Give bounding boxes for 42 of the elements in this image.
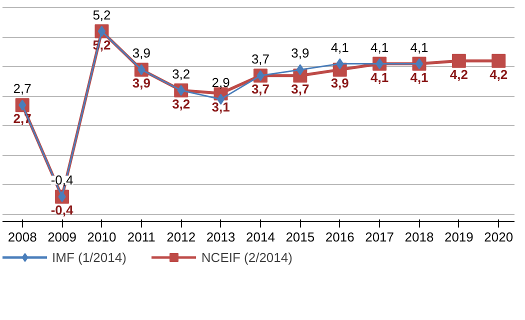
- point: [452, 54, 466, 68]
- x-tick-label: 2020: [484, 230, 514, 244]
- data-label: 4,1: [370, 70, 389, 85]
- x-tick-label: 2011: [127, 230, 156, 244]
- data-label: -0,4: [50, 172, 74, 188]
- legend-label: NCEIF (2/2014): [201, 250, 292, 264]
- data-label: 2,9: [212, 75, 230, 90]
- x-tick-label: 2014: [246, 230, 275, 244]
- data-label: 3,9: [291, 46, 310, 61]
- data-label: 3,9: [330, 76, 349, 91]
- data-label: 2,7: [13, 81, 32, 96]
- data-label: 3,9: [132, 46, 150, 61]
- data-label: 4,1: [370, 40, 389, 55]
- x-tick-label: 2012: [166, 230, 196, 244]
- data-label: 3,7: [291, 82, 310, 97]
- data-label: 4,1: [410, 70, 428, 85]
- legend-label: IMF (1/2014): [52, 250, 126, 264]
- x-tick-label: 2009: [48, 230, 76, 244]
- point: [415, 58, 424, 70]
- data-label: 4,1: [330, 40, 349, 55]
- data-label: 3,2: [172, 66, 190, 82]
- data-label: 4,2: [450, 66, 468, 82]
- data-label: 3,7: [251, 82, 270, 97]
- x-tick-label: 2017: [365, 230, 394, 244]
- data-label: 3,1: [212, 99, 230, 114]
- x-tick-label: 2013: [206, 230, 236, 244]
- x-tick-label: 2008: [8, 230, 37, 244]
- data-label: 3,2: [172, 96, 190, 112]
- point: [492, 54, 506, 68]
- x-tick-label: 2010: [87, 230, 116, 244]
- data-label: 5,2: [92, 7, 111, 22]
- x-tick-label: 2016: [325, 230, 354, 244]
- x-tick-label: 2015: [286, 230, 315, 244]
- data-label: 3,7: [251, 52, 270, 67]
- x-tick-label: 2018: [404, 230, 434, 244]
- data-label: 4,2: [490, 66, 508, 82]
- x-tick-label: 2019: [444, 230, 474, 244]
- point: [98, 26, 106, 37]
- data-label: 4,1: [410, 40, 428, 55]
- point: [296, 64, 304, 76]
- data-label: -0,4: [50, 202, 74, 218]
- data-label: 3,9: [132, 76, 150, 91]
